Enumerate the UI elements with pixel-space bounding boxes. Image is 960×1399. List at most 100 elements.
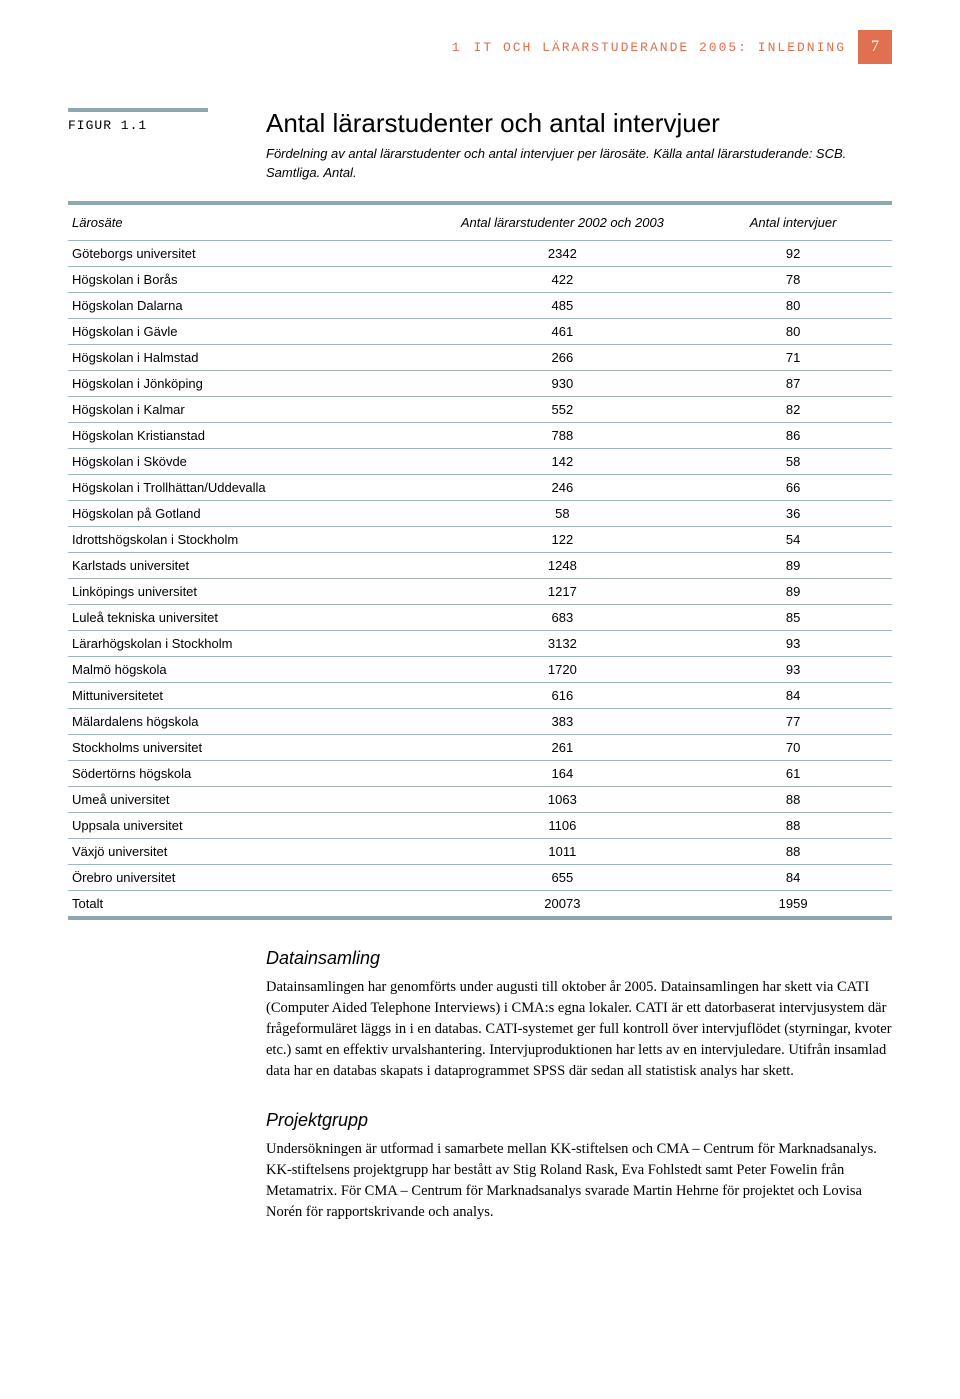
- table-cell-interviews: 93: [694, 656, 892, 682]
- table-cell-students: 788: [431, 422, 695, 448]
- table-cell-interviews: 85: [694, 604, 892, 630]
- table-cell-interviews: 80: [694, 318, 892, 344]
- table-head-row: Lärosäte Antal lärarstudenter 2002 och 2…: [68, 205, 892, 241]
- table-cell-larosate: Örebro universitet: [68, 864, 431, 890]
- table-cell-students: 552: [431, 396, 695, 422]
- table-cell-interviews: 54: [694, 526, 892, 552]
- table-row: Högskolan Kristianstad78886: [68, 422, 892, 448]
- figure-subtitle: Fördelning av antal lärarstudenter och a…: [266, 145, 892, 183]
- table-cell-students: 20073: [431, 890, 695, 918]
- table-cell-students: 1011: [431, 838, 695, 864]
- table-row: Stockholms universitet26170: [68, 734, 892, 760]
- table-cell-larosate: Högskolan i Halmstad: [68, 344, 431, 370]
- table-row: Mittuniversitetet61684: [68, 682, 892, 708]
- table-cell-larosate: Södertörns högskola: [68, 760, 431, 786]
- table-row: Högskolan i Halmstad26671: [68, 344, 892, 370]
- body-section: ProjektgruppUndersökningen är utformad i…: [266, 1110, 892, 1223]
- table-cell-larosate: Luleå tekniska universitet: [68, 604, 431, 630]
- table-cell-students: 683: [431, 604, 695, 630]
- table-cell-larosate: Mälardalens högskola: [68, 708, 431, 734]
- table-cell-students: 1720: [431, 656, 695, 682]
- table-cell-students: 3132: [431, 630, 695, 656]
- figure-header: figur 1.1 Antal lärarstudenter och antal…: [68, 108, 892, 183]
- table-cell-larosate: Mittuniversitetet: [68, 682, 431, 708]
- table-cell-larosate: Växjö universitet: [68, 838, 431, 864]
- table-row: Malmö högskola172093: [68, 656, 892, 682]
- table-cell-students: 164: [431, 760, 695, 786]
- page-container: 1 IT OCH LÄRARSTUDERANDE 2005: INLEDNING…: [0, 0, 960, 1279]
- table-cell-interviews: 71: [694, 344, 892, 370]
- running-head-text: IT OCH LÄRARSTUDERANDE 2005: INLEDNING: [474, 40, 846, 55]
- table-cell-larosate: Uppsala universitet: [68, 812, 431, 838]
- table-row: Växjö universitet101188: [68, 838, 892, 864]
- table-cell-interviews: 66: [694, 474, 892, 500]
- table-cell-interviews: 84: [694, 864, 892, 890]
- figure-title-column: Antal lärarstudenter och antal intervjue…: [266, 108, 892, 183]
- table-cell-interviews: 36: [694, 500, 892, 526]
- table-row: Högskolan i Jönköping93087: [68, 370, 892, 396]
- table-row: Södertörns högskola16461: [68, 760, 892, 786]
- table-row: Högskolan i Borås42278: [68, 266, 892, 292]
- body-heading: Datainsamling: [266, 948, 892, 969]
- table-cell-interviews: 88: [694, 838, 892, 864]
- table-cell-students: 422: [431, 266, 695, 292]
- table-cell-interviews: 86: [694, 422, 892, 448]
- running-head: 1 IT OCH LÄRARSTUDERANDE 2005: INLEDNING…: [68, 30, 892, 64]
- table-cell-students: 1217: [431, 578, 695, 604]
- table-cell-students: 1106: [431, 812, 695, 838]
- table-cell-interviews: 61: [694, 760, 892, 786]
- table-cell-interviews: 88: [694, 786, 892, 812]
- table-cell-students: 930: [431, 370, 695, 396]
- table-cell-students: 655: [431, 864, 695, 890]
- table-cell-interviews: 82: [694, 396, 892, 422]
- table-cell-larosate: Umeå universitet: [68, 786, 431, 812]
- table-row: Umeå universitet106388: [68, 786, 892, 812]
- table-col-header: Antal lärarstudenter 2002 och 2003: [431, 205, 695, 241]
- table-row: Örebro universitet65584: [68, 864, 892, 890]
- table-row: Linköpings universitet121789: [68, 578, 892, 604]
- table-cell-students: 2342: [431, 240, 695, 266]
- table-cell-students: 142: [431, 448, 695, 474]
- table-cell-larosate: Göteborgs universitet: [68, 240, 431, 266]
- table-row: Lärarhögskolan i Stockholm313293: [68, 630, 892, 656]
- table-row: Högskolan Dalarna48580: [68, 292, 892, 318]
- table-cell-students: 485: [431, 292, 695, 318]
- figure-label: figur 1.1: [68, 118, 256, 133]
- table-cell-larosate: Högskolan i Borås: [68, 266, 431, 292]
- table-cell-larosate: Malmö högskola: [68, 656, 431, 682]
- figure-divider: [68, 108, 208, 112]
- body-section: DatainsamlingDatainsamlingen har genomfö…: [266, 948, 892, 1082]
- table-cell-students: 266: [431, 344, 695, 370]
- table-row: Göteborgs universitet234292: [68, 240, 892, 266]
- table-cell-interviews: 87: [694, 370, 892, 396]
- table-cell-interviews: 89: [694, 552, 892, 578]
- table-cell-larosate: Högskolan i Trollhättan/Uddevalla: [68, 474, 431, 500]
- table-cell-students: 383: [431, 708, 695, 734]
- table-cell-interviews: 78: [694, 266, 892, 292]
- table-row: Luleå tekniska universitet68385: [68, 604, 892, 630]
- table-cell-larosate: Linköpings universitet: [68, 578, 431, 604]
- table-cell-interviews: 92: [694, 240, 892, 266]
- table-row: Högskolan i Skövde14258: [68, 448, 892, 474]
- table-cell-students: 246: [431, 474, 695, 500]
- table-cell-larosate: Högskolan på Gotland: [68, 500, 431, 526]
- table-cell-larosate: Stockholms universitet: [68, 734, 431, 760]
- table-cell-larosate: Högskolan i Kalmar: [68, 396, 431, 422]
- table-cell-interviews: 80: [694, 292, 892, 318]
- table-cell-larosate: Högskolan i Gävle: [68, 318, 431, 344]
- table-row: Högskolan på Gotland5836: [68, 500, 892, 526]
- table-cell-students: 616: [431, 682, 695, 708]
- table-cell-larosate: Idrottshögskolan i Stockholm: [68, 526, 431, 552]
- table-cell-students: 1248: [431, 552, 695, 578]
- table-cell-interviews: 93: [694, 630, 892, 656]
- table-row: Högskolan i Gävle46180: [68, 318, 892, 344]
- table-col-header: Lärosäte: [68, 205, 431, 241]
- figure-label-column: figur 1.1: [68, 108, 256, 183]
- table-row: Totalt200731959: [68, 890, 892, 918]
- page-number: 7: [858, 30, 892, 64]
- table-cell-larosate: Lärarhögskolan i Stockholm: [68, 630, 431, 656]
- table-cell-interviews: 84: [694, 682, 892, 708]
- table-cell-larosate: Högskolan i Skövde: [68, 448, 431, 474]
- table-cell-interviews: 58: [694, 448, 892, 474]
- table-cell-interviews: 89: [694, 578, 892, 604]
